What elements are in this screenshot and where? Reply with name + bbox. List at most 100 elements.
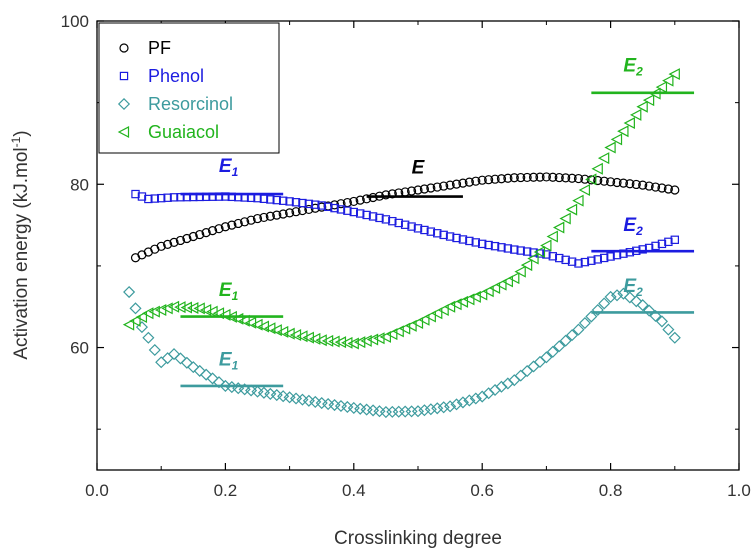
guaiacol-point	[662, 74, 674, 87]
pf-point	[541, 172, 552, 182]
phenol-point	[317, 201, 326, 210]
x-tick-label: 1.0	[727, 481, 751, 500]
resorcinol-point	[411, 405, 425, 418]
pf-point	[355, 195, 365, 205]
reference-line-label: E1	[219, 280, 239, 303]
guaiacol-point	[321, 334, 334, 347]
resorcinol-point	[540, 351, 553, 364]
guaiacol-point	[276, 325, 289, 338]
legend-marker-pf	[119, 43, 129, 53]
resorcinol-point	[418, 404, 431, 417]
pf-point	[445, 180, 455, 190]
phenol-point	[413, 224, 423, 233]
guaiacol-point	[488, 281, 501, 294]
pf-point	[272, 210, 282, 220]
resorcinol-point	[450, 398, 463, 411]
guaiacol-point	[482, 285, 494, 298]
reference-line-label: E2	[623, 215, 643, 238]
pf-point	[156, 241, 166, 251]
guaiacol-point	[129, 314, 141, 327]
pf-point	[201, 228, 211, 238]
guaiacol-point	[623, 117, 635, 130]
resorcinol-point	[405, 405, 418, 418]
guaiacol-point	[642, 94, 655, 107]
guaiacol-point	[508, 272, 520, 285]
phenol-point	[433, 229, 442, 238]
phenol-point	[497, 243, 506, 252]
resorcinol-point	[591, 303, 604, 317]
resorcinol-point	[161, 352, 174, 365]
resorcinol-point	[649, 309, 662, 323]
guaiacol-point	[578, 183, 591, 196]
reference-line-label: E2	[623, 56, 643, 79]
legend: PF Phenol Resorcinol Guaiacol	[98, 22, 280, 154]
pf-point	[522, 172, 532, 183]
guaiacol-point	[379, 330, 391, 343]
pf-point	[670, 185, 680, 195]
guaiacol-point	[180, 301, 192, 314]
phenol-point	[336, 205, 346, 214]
pf-point	[304, 204, 314, 215]
phenol-point	[439, 230, 448, 240]
guaiacol-point	[629, 108, 642, 121]
phenol-point	[394, 218, 403, 228]
phenol-point	[670, 235, 680, 244]
resorcinol-point	[431, 402, 444, 415]
pf-point	[477, 175, 487, 185]
resorcinol-point	[123, 285, 136, 299]
phenol-point	[343, 206, 352, 215]
pf-point	[336, 199, 346, 209]
guaiacol-point	[520, 259, 533, 272]
phenol-point	[362, 210, 371, 220]
resorcinol-point	[662, 323, 675, 336]
pf-point	[580, 174, 590, 184]
phenol-point	[311, 200, 320, 209]
pf-point	[554, 172, 564, 183]
resorcinol-point	[174, 352, 187, 365]
guaiacol-point	[386, 328, 398, 341]
pf-point	[599, 176, 609, 186]
phenol-point	[471, 238, 480, 247]
series-resorcinol	[123, 285, 681, 419]
guaiacol-point	[148, 305, 160, 318]
legend-marker-resorcinol	[117, 97, 131, 111]
reference-line-label-subscript: 1	[232, 359, 239, 373]
y-tick-label: 80	[70, 175, 89, 194]
y-axis-label-end: )	[11, 130, 32, 136]
phenol-point	[298, 198, 307, 208]
data-markers	[122, 68, 681, 419]
resorcinol-point	[623, 291, 636, 304]
phenol-point	[516, 246, 525, 255]
reference-line-label: E	[412, 158, 426, 179]
phenol-point	[356, 209, 365, 218]
guaiacol-point	[546, 230, 558, 243]
reference-line-label-subscript: 2	[635, 65, 643, 79]
phenol-point	[137, 192, 147, 201]
pf-point	[406, 186, 417, 196]
reference-line-label-subscript: 2	[635, 224, 643, 238]
phenol-point	[426, 227, 436, 236]
pf-point	[471, 176, 481, 186]
phenol-point	[593, 255, 602, 264]
reference-line-label-subscript: 2	[635, 285, 643, 299]
pf-point	[265, 211, 275, 221]
phenol-point	[574, 259, 583, 268]
pf-point	[439, 181, 449, 191]
resorcinol-point	[578, 317, 591, 330]
reference-line-label-subscript: 1	[232, 289, 239, 303]
resorcinol-point	[129, 302, 142, 315]
legend-label-phenol: Phenol	[148, 66, 204, 86]
guaiacol-point	[572, 194, 584, 207]
guaiacol-point	[154, 303, 167, 316]
phenol-point	[131, 189, 140, 199]
guaiacol-point	[161, 302, 173, 315]
resorcinol-point	[668, 331, 681, 344]
pf-point	[567, 173, 577, 183]
guaiacol-point	[199, 303, 212, 316]
guaiacol-point	[655, 81, 668, 94]
pf-point	[464, 177, 474, 187]
pf-point	[169, 237, 179, 247]
phenol-point	[150, 194, 159, 203]
y-tick-label: 100	[61, 12, 89, 31]
resorcinol-point	[655, 315, 669, 328]
